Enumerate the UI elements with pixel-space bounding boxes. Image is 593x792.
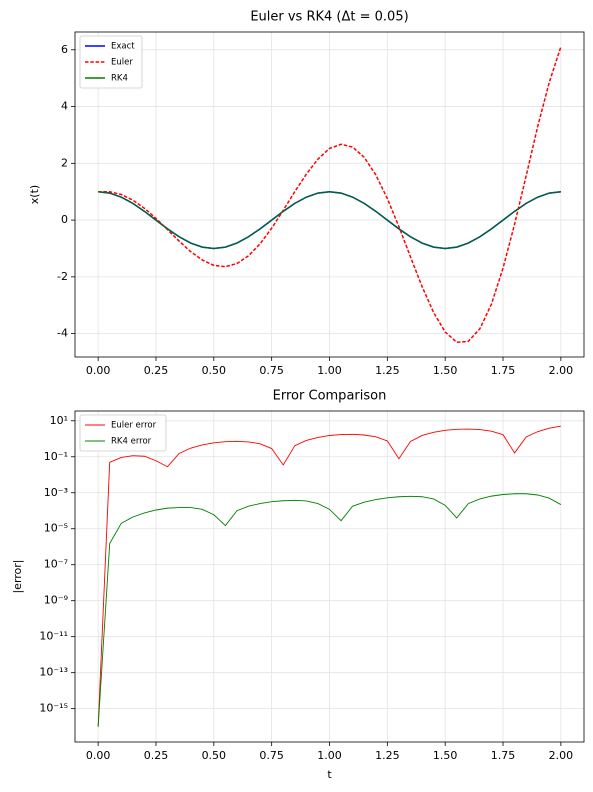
legend-box [79,414,167,452]
legend-box [79,35,143,89]
chart-title: Euler vs RK4 (Δt = 0.05) [250,10,408,25]
x-tick-label: 1.75 [491,364,516,377]
x-tick-label: 2.00 [549,364,574,377]
series-line [98,46,562,343]
series-line [97,493,562,727]
x-tick-label: 1.50 [433,749,458,762]
y-tick-label: 6 [61,43,68,56]
axes-frame [74,31,585,358]
y-tick-label: 0 [61,213,68,226]
series-line [98,190,561,250]
y-tick-label: 10⁻⁵ [44,522,68,535]
x-tick-label: 0.25 [144,749,169,762]
y-tick-label: 10¹ [50,414,68,427]
y-tick-label: 10⁻³ [44,486,68,499]
x-tick-label: 1.00 [317,749,342,762]
y-axis-label: |error| [11,559,24,593]
axes-frame [74,410,585,743]
x-tick-label: 1.50 [433,364,458,377]
x-tick-label: 0.00 [86,749,111,762]
y-axis-label: x(t) [28,185,41,204]
series-line [97,425,561,727]
legend-label: RK4 [111,74,128,84]
y-tick-label: -2 [57,270,68,283]
x-axis-label: t [327,768,332,781]
x-tick-label: 0.75 [259,364,284,377]
x-tick-label: 0.00 [86,364,111,377]
legend-label: Euler [111,58,133,68]
x-tick-label: 1.75 [491,749,516,762]
x-tick-label: 1.25 [375,364,400,377]
legend-label: RK4 error [111,437,152,447]
chart-title: Error Comparison [273,389,387,404]
y-tick-label: 10⁻⁷ [44,558,68,571]
legend-label: Exact [111,42,135,52]
x-tick-label: 2.00 [549,749,574,762]
x-tick-label: 0.50 [202,364,227,377]
y-tick-label: -4 [57,327,68,340]
y-tick-label: 10⁻¹⁵ [39,702,68,715]
x-tick-label: 0.50 [202,749,227,762]
legend-label: Euler error [111,421,157,431]
y-tick-label: 4 [61,100,68,113]
y-tick-label: 2 [61,156,68,169]
y-tick-label: 10⁻⁹ [44,594,68,607]
y-tick-label: 10⁻¹ [44,450,68,463]
y-tick-label: 10⁻¹¹ [39,630,68,643]
x-tick-label: 1.00 [317,364,342,377]
x-tick-label: 1.25 [375,749,400,762]
x-tick-label: 0.25 [144,364,169,377]
x-tick-label: 0.75 [259,749,284,762]
y-tick-label: 10⁻¹³ [39,666,68,679]
